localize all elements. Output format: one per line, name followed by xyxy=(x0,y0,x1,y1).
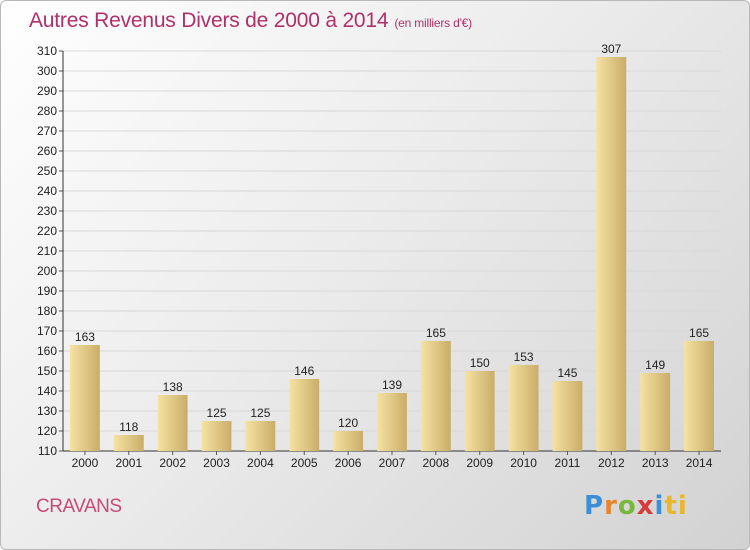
data-label: 118 xyxy=(119,420,138,434)
y-tick-label: 110 xyxy=(38,444,57,458)
x-tick-label: 2000 xyxy=(72,456,99,470)
y-tick-label: 130 xyxy=(37,404,57,418)
chart-title: Autres Revenus Divers de 2000 à 2014 (en … xyxy=(29,9,472,33)
y-tick-label: 310 xyxy=(37,44,57,58)
y-tick-label: 250 xyxy=(37,164,57,178)
data-label: 145 xyxy=(557,366,577,380)
data-label: 138 xyxy=(163,380,183,394)
bar-2002 xyxy=(157,395,188,451)
data-label: 165 xyxy=(689,326,709,340)
y-tick-label: 290 xyxy=(37,84,57,98)
data-label: 153 xyxy=(514,350,534,364)
x-tick-label: 2002 xyxy=(159,456,186,470)
bar-2012 xyxy=(596,57,627,451)
bar-2006 xyxy=(333,431,364,451)
data-label: 165 xyxy=(426,326,446,340)
y-tick-label: 210 xyxy=(37,244,57,258)
y-tick-label: 180 xyxy=(37,304,57,318)
x-tick-label: 2011 xyxy=(555,456,581,470)
bar-2001 xyxy=(113,435,144,451)
data-label: 149 xyxy=(645,358,665,372)
bar-2004 xyxy=(245,421,276,451)
data-label: 146 xyxy=(294,364,314,378)
x-tick-label: 2003 xyxy=(203,456,230,470)
x-tick-label: 2001 xyxy=(115,456,142,470)
bar-2000 xyxy=(70,345,100,451)
y-tick-label: 140 xyxy=(37,384,57,398)
bar-2010 xyxy=(508,365,539,451)
x-tick-label: 2013 xyxy=(642,456,669,470)
bar-2008 xyxy=(420,341,451,451)
data-label: 150 xyxy=(470,356,490,370)
y-tick-label: 230 xyxy=(37,204,57,218)
data-label: 125 xyxy=(207,406,227,420)
bar-2014 xyxy=(684,341,714,451)
x-tick-label: 2007 xyxy=(379,456,406,470)
bar-2011 xyxy=(552,381,583,451)
data-label: 120 xyxy=(338,416,358,430)
bar-2007 xyxy=(377,393,407,451)
bar-2005 xyxy=(289,379,320,451)
x-tick-label: 2006 xyxy=(335,456,362,470)
y-tick-label: 160 xyxy=(37,344,57,358)
x-tick-label: 2014 xyxy=(686,456,713,470)
y-tick-label: 120 xyxy=(37,424,57,438)
y-tick-label: 170 xyxy=(37,324,57,338)
x-tick-label: 2012 xyxy=(598,456,625,470)
x-tick-label: 2004 xyxy=(247,456,274,470)
x-tick-label: 2008 xyxy=(423,456,450,470)
y-tick-label: 280 xyxy=(37,104,57,118)
bar-2003 xyxy=(201,421,232,451)
y-tick-label: 300 xyxy=(37,64,57,78)
bar-2013 xyxy=(640,373,671,451)
x-tick-label: 2009 xyxy=(466,456,493,470)
x-tick-label: 2010 xyxy=(510,456,537,470)
y-tick-label: 220 xyxy=(37,224,57,238)
data-label: 139 xyxy=(382,378,402,392)
data-label: 307 xyxy=(601,42,621,56)
y-tick-label: 260 xyxy=(37,144,57,158)
proxiti-logo: Proxiti xyxy=(584,491,688,521)
chart-subtitle: (en milliers d'€) xyxy=(394,16,472,30)
y-tick-label: 150 xyxy=(37,364,57,378)
commune-name: CRAVANS xyxy=(36,496,122,517)
data-label: 163 xyxy=(75,330,95,344)
y-tick-label: 270 xyxy=(37,124,57,138)
data-label: 125 xyxy=(250,406,270,420)
x-tick-label: 2005 xyxy=(291,456,318,470)
y-tick-label: 200 xyxy=(37,264,57,278)
y-tick-label: 190 xyxy=(37,284,57,298)
y-tick-label: 240 xyxy=(37,184,57,198)
bar-2009 xyxy=(464,371,495,451)
chart-title-text: Autres Revenus Divers de 2000 à 2014 xyxy=(29,9,389,32)
